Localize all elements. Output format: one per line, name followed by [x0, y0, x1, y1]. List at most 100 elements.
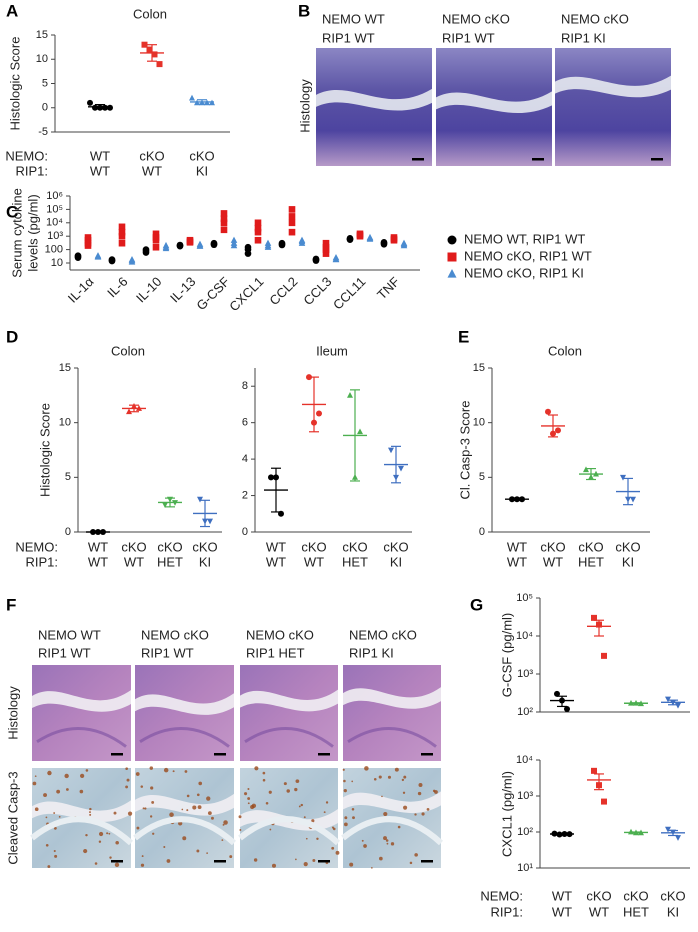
x-tick-label: CXCL1	[226, 274, 266, 314]
data-point	[561, 830, 568, 837]
stain-dot	[312, 858, 316, 862]
stain-dot	[53, 812, 56, 814]
stain-dot	[229, 855, 233, 859]
stain-dot	[66, 788, 69, 791]
data-point	[596, 621, 602, 628]
stain-dot	[186, 794, 190, 798]
histology-image	[32, 665, 131, 761]
stain-dot	[311, 819, 315, 823]
stain-dot	[383, 811, 388, 817]
data-point	[628, 828, 634, 835]
data-point	[176, 241, 184, 249]
row-name: NEMO:	[15, 539, 58, 554]
stain-dot	[414, 853, 418, 857]
data-point	[288, 219, 296, 227]
stain-dot	[53, 850, 56, 853]
column-label: RIP1 WT	[38, 645, 91, 660]
stain-dot	[80, 773, 85, 778]
stain-dot	[45, 843, 49, 847]
y-tick-label: 10⁶	[46, 190, 63, 202]
x-tick-label: TNF	[374, 274, 403, 303]
stain-dot	[403, 775, 407, 779]
stain-dot	[94, 862, 98, 865]
x-tick-label: WT	[266, 539, 286, 554]
stain-dot	[239, 829, 242, 831]
data-point	[264, 239, 272, 246]
y-tick-label: 10⁴	[46, 217, 63, 229]
y-axis-label: Histologic Score	[7, 37, 22, 131]
data-point	[509, 496, 515, 503]
x-tick-label: WT	[88, 539, 108, 554]
stain-dot	[352, 816, 355, 820]
data-point	[298, 239, 306, 246]
stain-dot	[115, 840, 119, 845]
stain-dot	[417, 791, 422, 796]
scale-bar	[214, 753, 226, 756]
data-point	[118, 223, 126, 231]
data-point	[254, 219, 262, 227]
data-point	[519, 496, 525, 503]
stain-dot	[114, 862, 120, 868]
histology-lumen	[316, 88, 432, 111]
stain-dot	[85, 769, 89, 772]
data-point	[357, 428, 363, 435]
row-name: NEMO:	[480, 888, 523, 903]
data-point	[400, 241, 408, 249]
data-point	[675, 835, 681, 841]
data-point	[244, 250, 252, 257]
stain-dot	[186, 809, 189, 812]
stain-dot	[47, 865, 51, 869]
y-tick-label: 10	[51, 257, 63, 269]
x-tick-label: WT	[88, 554, 108, 569]
histology-lumen	[32, 690, 131, 712]
data-point	[288, 213, 296, 220]
stain-dot	[409, 861, 413, 865]
y-tick-label: 6	[242, 417, 248, 429]
data-point	[390, 236, 398, 244]
data-point	[151, 51, 158, 58]
scale-bar	[532, 158, 544, 161]
data-point	[254, 236, 262, 244]
x-tick-label: WT	[507, 554, 527, 569]
x-tick-label: cKO	[623, 888, 648, 903]
y-tick-label: 10	[36, 53, 48, 65]
data-point	[126, 408, 132, 415]
data-point	[352, 474, 358, 480]
data-point	[95, 529, 101, 535]
stain-dot	[390, 842, 395, 846]
y-tick-label: 10³	[47, 230, 63, 242]
histology-image	[343, 665, 441, 761]
data-point	[97, 104, 103, 111]
histology-lumen	[436, 91, 552, 114]
histology-lumen	[135, 693, 234, 715]
x-tick-label: WT	[552, 888, 572, 903]
stain-dot	[98, 840, 102, 843]
x-tick-label: HET	[578, 554, 604, 569]
x-tick-label: IL-1α	[65, 274, 97, 306]
stain-dot	[198, 781, 203, 786]
stain-dot	[342, 768, 345, 771]
stain-dot	[247, 788, 250, 791]
stain-dot	[305, 837, 308, 840]
stain-dot	[89, 813, 92, 816]
stain-dot	[192, 805, 197, 810]
stain-dot	[364, 766, 369, 771]
stain-dot	[127, 811, 133, 816]
x-tick-label: WT	[304, 554, 324, 569]
x-tick-label: WT	[90, 163, 110, 178]
data-point	[559, 697, 565, 704]
row-label: Histology	[5, 686, 20, 740]
data-point	[196, 242, 204, 249]
histology-lumen	[555, 75, 671, 98]
data-point	[230, 236, 238, 243]
x-tick-label: KI	[667, 904, 679, 919]
x-tick-label: CCL2	[266, 274, 300, 308]
data-point	[162, 502, 168, 508]
y-tick-label: 0	[242, 526, 248, 538]
scale-bar	[318, 860, 330, 863]
chart-title: Colon	[133, 6, 167, 21]
x-tick-label: HET	[342, 554, 368, 569]
data-point	[278, 241, 286, 249]
y-tick-label: 10⁴	[516, 754, 533, 766]
y-tick-label: 10³	[517, 668, 533, 680]
